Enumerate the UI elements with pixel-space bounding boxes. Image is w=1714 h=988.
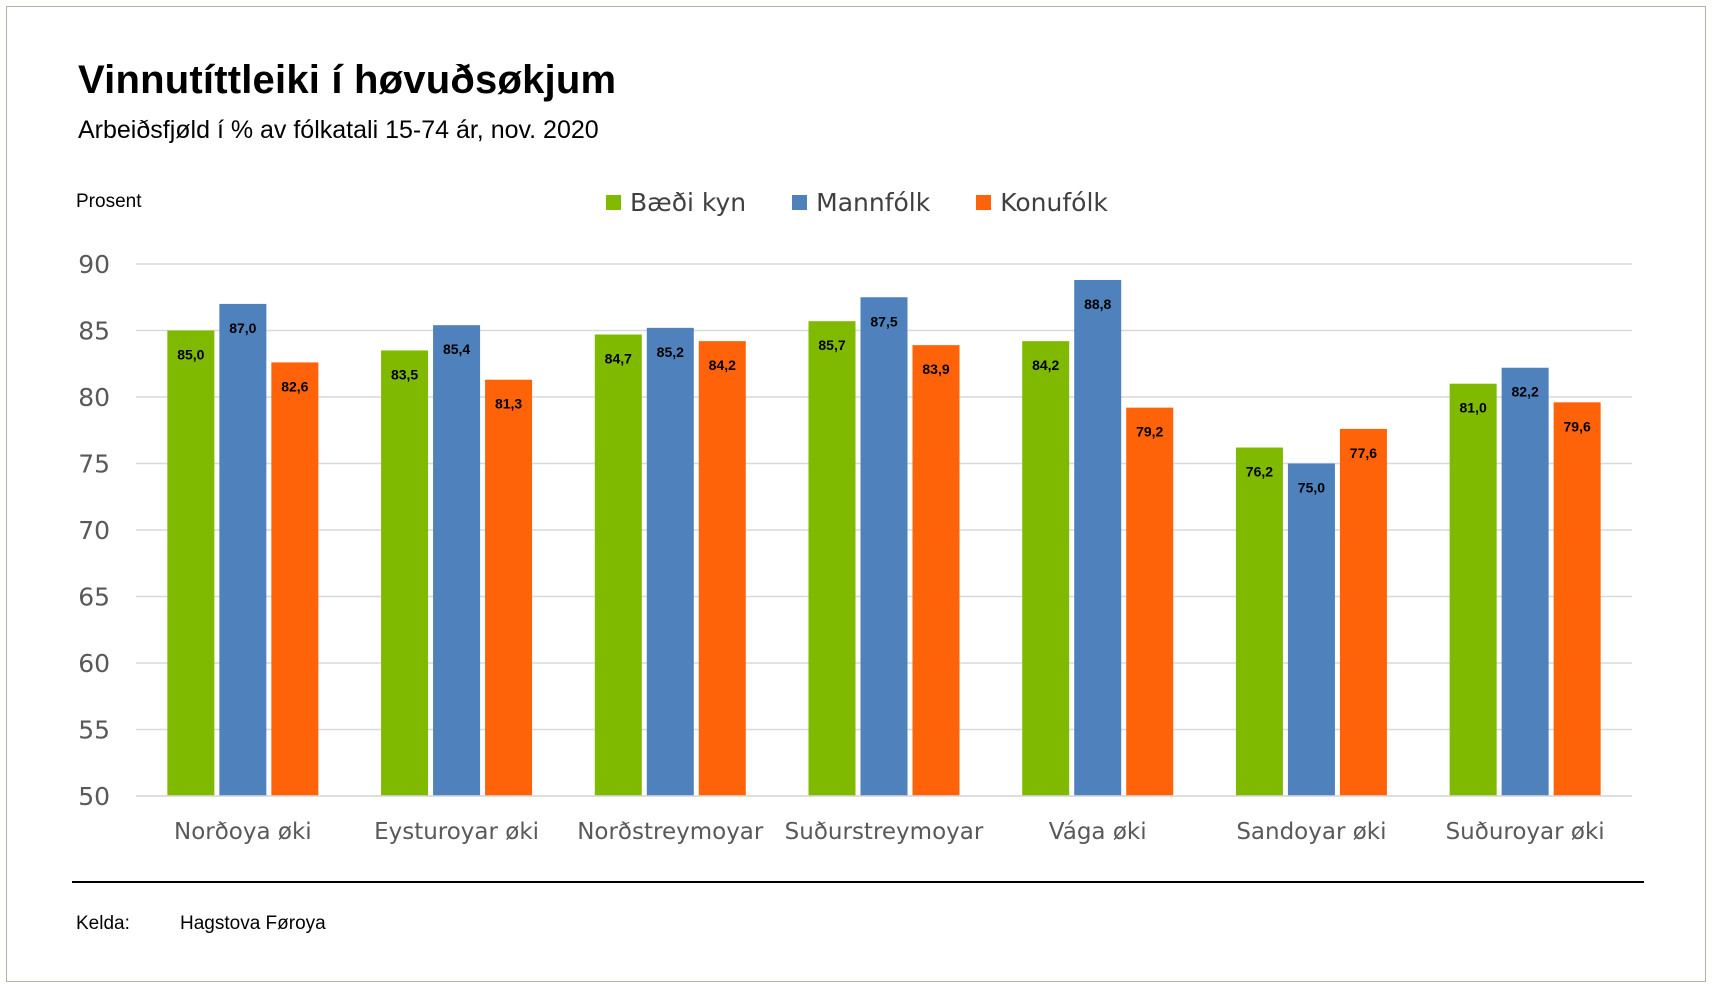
y-tick-label-55: 55 [78, 716, 110, 745]
bar-1-1 [167, 330, 215, 796]
y-tick-label-65: 65 [78, 583, 110, 612]
legend-swatch-mannfolk [792, 195, 808, 210]
bar-2-1 [219, 303, 267, 796]
data-label-3-1: 82,6 [281, 378, 308, 394]
bar-2-6 [1287, 463, 1335, 796]
y-tick-label-50: 50 [78, 782, 110, 811]
y-axis-unit-label: Prosent [76, 191, 142, 212]
bar-1-5 [1022, 341, 1070, 796]
bar-2-5 [1074, 279, 1122, 797]
data-label-1-1: 85,0 [177, 347, 204, 363]
bar-3-3 [698, 341, 746, 796]
legend-item-baedi-kyn: Bæði kyn [606, 188, 746, 217]
category-label-1: Norðoya øki [174, 819, 312, 845]
category-label-5: Vága øki [1049, 819, 1147, 845]
bar-3-1 [271, 362, 319, 796]
data-label-1-2: 83,5 [391, 366, 418, 382]
category-label-4: Suðurstreymoyar [785, 819, 984, 845]
data-label-2-3: 85,2 [657, 344, 684, 360]
bar-3-6 [1339, 428, 1387, 796]
data-label-1-4: 85,7 [818, 337, 845, 353]
y-tick-label-80: 80 [78, 383, 110, 412]
bar-2-4 [860, 297, 908, 796]
y-tick-label-85: 85 [78, 317, 110, 346]
legend-label-konufolk: Konufólk [1000, 188, 1108, 217]
data-label-1-3: 84,7 [605, 350, 632, 366]
bar-3-7 [1553, 402, 1601, 796]
y-tick-label-75: 75 [78, 450, 110, 479]
data-label-1-6: 76,2 [1246, 464, 1273, 480]
bar-2-2 [433, 325, 481, 796]
bar-1-3 [594, 334, 642, 796]
bar-1-6 [1235, 447, 1283, 796]
chart-frame [6, 6, 1706, 982]
category-label-6: Sandoyar øki [1236, 819, 1386, 845]
category-label-2: Eysturoyar øki [374, 819, 539, 845]
chart-subtitle: Arbeiðsfjøld í % av fólkatali 15-74 ár, … [78, 116, 599, 144]
legend-swatch-konufolk [976, 195, 992, 210]
category-label-3: Norðstreymoyar [577, 819, 764, 845]
source-label: Kelda: [76, 913, 130, 934]
chart-title: Vinnutíttleiki í høvuðsøkjum [78, 58, 617, 102]
data-label-1-7: 81,0 [1460, 400, 1487, 416]
y-tick-label-70: 70 [78, 516, 110, 545]
data-label-3-5: 79,2 [1136, 424, 1163, 440]
bar-2-7 [1501, 367, 1549, 796]
data-label-2-7: 82,2 [1512, 384, 1539, 400]
data-label-3-7: 79,6 [1564, 418, 1591, 434]
legend-label-mannfolk: Mannfólk [816, 188, 931, 217]
data-label-3-6: 77,6 [1350, 445, 1377, 461]
data-label-2-2: 85,4 [443, 341, 470, 357]
bar-2-3 [646, 327, 694, 796]
y-tick-label-90: 90 [78, 250, 110, 279]
data-label-2-6: 75,0 [1298, 480, 1325, 496]
data-label-3-4: 83,9 [922, 361, 949, 377]
bar-3-5 [1126, 407, 1174, 796]
legend-item-mannfolk: Mannfólk [792, 188, 930, 217]
data-label-2-5: 88,8 [1084, 296, 1111, 312]
legend-item-konufolk: Konufólk [976, 188, 1108, 217]
source-value: Hagstova Føroya [180, 913, 326, 934]
data-label-3-3: 84,2 [709, 357, 736, 373]
data-label-2-4: 87,5 [870, 313, 897, 329]
data-label-2-1: 87,0 [229, 320, 256, 336]
legend: Bæði kyn Mannfólk Konufólk [606, 188, 1108, 217]
bar-1-2 [381, 350, 429, 796]
bar-3-4 [912, 345, 960, 796]
bar-1-7 [1449, 383, 1497, 796]
data-label-3-2: 81,3 [495, 396, 522, 412]
category-label-7: Suðuroyar øki [1446, 819, 1605, 845]
bar-1-4 [808, 321, 856, 796]
y-tick-label-60: 60 [78, 649, 110, 678]
legend-label-baedi-kyn: Bæði kyn [630, 188, 747, 217]
footer-divider [72, 881, 1644, 883]
bar-3-2 [485, 379, 533, 796]
legend-swatch-baedi-kyn [606, 195, 621, 210]
data-label-1-5: 84,2 [1032, 357, 1059, 373]
